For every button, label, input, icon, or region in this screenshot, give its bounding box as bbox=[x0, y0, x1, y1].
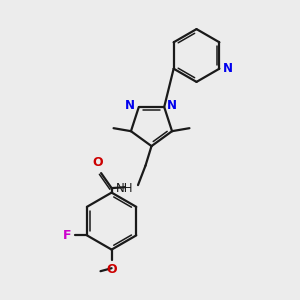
Text: N: N bbox=[223, 62, 233, 75]
Text: O: O bbox=[106, 263, 117, 276]
Text: O: O bbox=[92, 157, 103, 169]
Text: N: N bbox=[167, 99, 177, 112]
Text: F: F bbox=[63, 229, 71, 242]
Text: N: N bbox=[124, 99, 135, 112]
Text: NH: NH bbox=[116, 182, 133, 195]
